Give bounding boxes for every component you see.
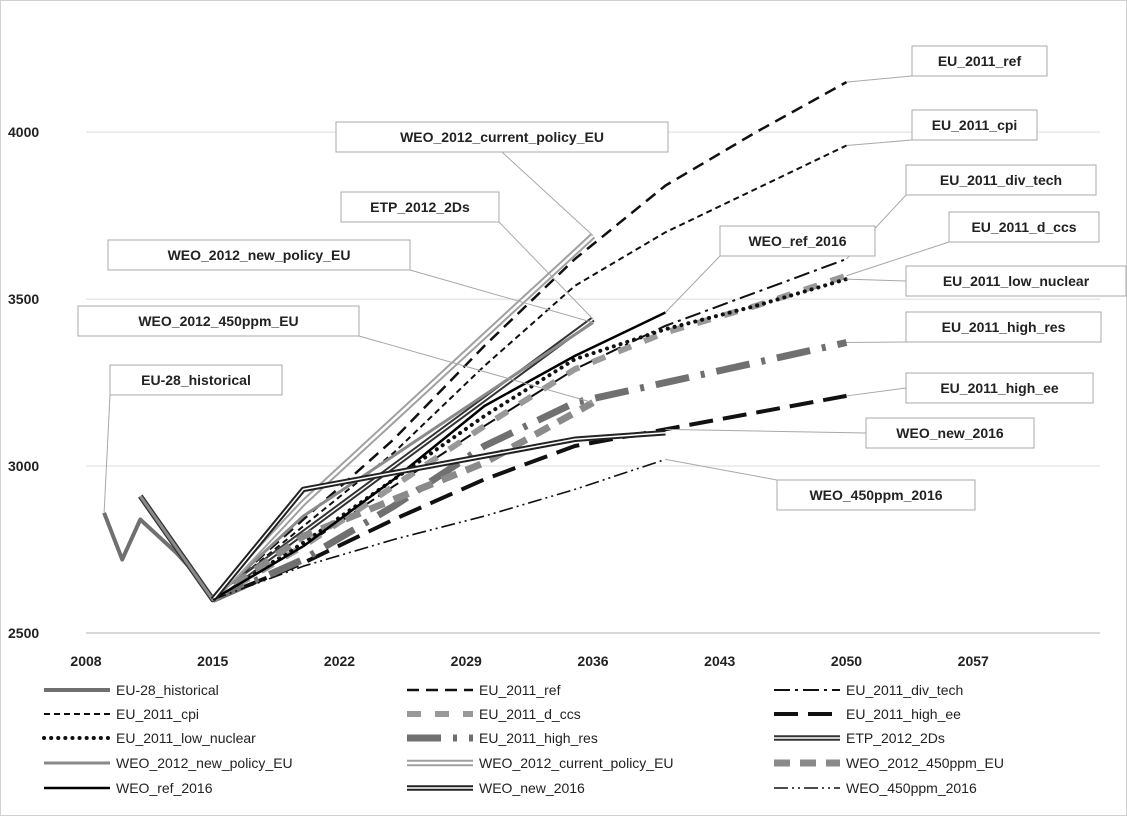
callout-box-weo-ref-2016 (719, 225, 876, 257)
series-line-weo-2012-new-policy-eu (139, 321, 594, 602)
legend-label-eu-2011-low-nuclear: EU_2011_low_nuclear (116, 730, 256, 746)
callout-box-eu-2011-ref (911, 45, 1048, 77)
callout-label-eu-2011-div-tech: EU_2011_div_tech (940, 172, 1062, 188)
callout-leader-weo-2012-450ppm-eu (358, 335, 594, 404)
callout-leader-weo-2012-new-policy-eu (409, 269, 594, 323)
legend-label-etp-2012-2ds: ETP_2012_2Ds (846, 730, 945, 746)
series-line-weo-new-2016-inner (212, 431, 666, 601)
x-tick-label: 2008 (70, 653, 101, 669)
callout-box-eu-2011-div-tech (905, 164, 1097, 196)
callout-box-eu-2011-cpi (911, 109, 1038, 141)
legend-label-weo-2012-current-policy-eu: WEO_2012_current_policy_EU (479, 755, 674, 771)
callout-label-weo-new-2016: WEO_new_2016 (896, 425, 1004, 441)
legend-label-eu-2011-high-ee: EU_2011_high_ee (846, 706, 961, 722)
legend-label-eu-2011-ref: EU_2011_ref (479, 682, 561, 698)
callout-box-weo-2012-new-policy-eu (107, 239, 411, 271)
callout-label-eu-2011-d-ccs: EU_2011_d_ccs (971, 219, 1076, 235)
callout-label-weo-2012-current-policy-eu: WEO_2012_current_policy_EU (400, 129, 604, 145)
y-tick-label: 4000 (8, 124, 39, 140)
legend-label-eu-2011-cpi: EU_2011_cpi (116, 706, 199, 722)
callout-leader-weo-ref-2016 (665, 255, 721, 313)
series-line-etp-2012-2ds-inner (139, 318, 594, 601)
callout-label-weo-2012-new-policy-eu: WEO_2012_new_policy_EU (168, 247, 351, 263)
legend-label-weo-ref-2016: WEO_ref_2016 (116, 780, 213, 796)
callout-leader-weo-new-2016 (665, 428, 867, 434)
callout-box-eu-2011-d-ccs (948, 211, 1100, 243)
callout-leader-eu-2011-high-res (846, 341, 907, 344)
callout-box-eu-2011-low-nuclear (905, 265, 1127, 297)
series-line-weo-450ppm-2016 (212, 458, 666, 601)
x-tick-label: 2022 (324, 653, 355, 669)
series-line-weo-ref-2016 (212, 311, 666, 601)
callout-box-etp-2012-2ds (340, 191, 500, 223)
y-tick-label: 3000 (8, 458, 39, 474)
callout-leader-eu-28-historical (103, 394, 111, 513)
callout-leader-weo-2012-current-policy-eu (501, 151, 594, 237)
legend-label-eu-2011-d-ccs: EU_2011_d_ccs (479, 706, 581, 722)
callout-leader-etp-2012-2ds (498, 221, 594, 320)
legend-label-eu-2011-div-tech: EU_2011_div_tech (846, 682, 963, 698)
callout-label-eu-2011-high-res: EU_2011_high_res (942, 319, 1066, 335)
x-tick-label: 2036 (577, 653, 608, 669)
series-line-etp-2012-2ds (138, 316, 595, 603)
legend-label-weo-new-2016: WEO_new_2016 (479, 780, 585, 796)
callout-label-weo-450ppm-2016: WEO_450ppm_2016 (809, 487, 942, 503)
callout-box-weo-2012-450ppm-eu (77, 305, 360, 337)
legend-label-eu-2011-high-res: EU_2011_high_res (479, 730, 598, 746)
callout-label-eu-28-historical: EU-28_historical (141, 372, 251, 388)
callout-box-weo-2012-current-policy-eu (335, 121, 669, 153)
callout-box-weo-new-2016 (865, 417, 1035, 449)
callout-label-eu-2011-ref: EU_2011_ref (938, 53, 1022, 69)
legend-label-weo-450ppm-2016: WEO_450ppm_2016 (846, 780, 977, 796)
callout-leader-eu-2011-low-nuclear (846, 278, 907, 282)
callout-label-eu-2011-high-ee: EU_2011_high_ee (940, 380, 1059, 396)
legend-label-weo-2012-new-policy-eu: WEO_2012_new_policy_EU (116, 755, 293, 771)
callout-label-etp-2012-2ds: ETP_2012_2Ds (370, 199, 470, 215)
series-line-weo-2012-current-policy-eu-inner (211, 234, 594, 601)
callout-box-eu-2011-high-ee (905, 372, 1094, 404)
legend-label-weo-2012-450ppm-eu: WEO_2012_450ppm_EU (846, 755, 1004, 771)
x-tick-label: 2050 (831, 653, 862, 669)
callout-label-eu-2011-cpi: EU_2011_cpi (932, 117, 1018, 133)
callout-leader-weo-450ppm-2016 (665, 458, 778, 481)
callout-box-weo-450ppm-2016 (776, 479, 976, 511)
x-tick-label: 2015 (197, 653, 228, 669)
y-tick-label: 3500 (8, 291, 39, 307)
callout-leader-eu-2011-d-ccs (846, 241, 950, 277)
callout-label-weo-ref-2016: WEO_ref_2016 (748, 233, 846, 249)
callout-box-eu-2011-high-res (905, 311, 1102, 343)
callout-label-weo-2012-450ppm-eu: WEO_2012_450ppm_EU (138, 313, 298, 329)
x-tick-label: 2043 (704, 653, 735, 669)
callout-leader-eu-2011-cpi (846, 139, 913, 147)
x-tick-label: 2029 (451, 653, 482, 669)
callout-label-eu-2011-low-nuclear: EU_2011_low_nuclear (943, 273, 1090, 289)
callout-leader-eu-2011-ref (846, 75, 913, 83)
series-line-weo-2012-450ppm-eu (210, 399, 595, 603)
callout-leader-eu-2011-high-ee (846, 387, 907, 397)
x-tick-label: 2057 (958, 653, 989, 669)
series-line-eu-2011-high-ee (212, 393, 847, 602)
legend-label-eu-28-historical: EU-28_historical (116, 682, 219, 698)
series-line-eu-2011-high-res (211, 339, 848, 603)
series-line-eu-2011-cpi (212, 144, 847, 601)
y-tick-label: 2500 (8, 625, 39, 641)
callout-box-eu-28-historical (109, 364, 283, 396)
